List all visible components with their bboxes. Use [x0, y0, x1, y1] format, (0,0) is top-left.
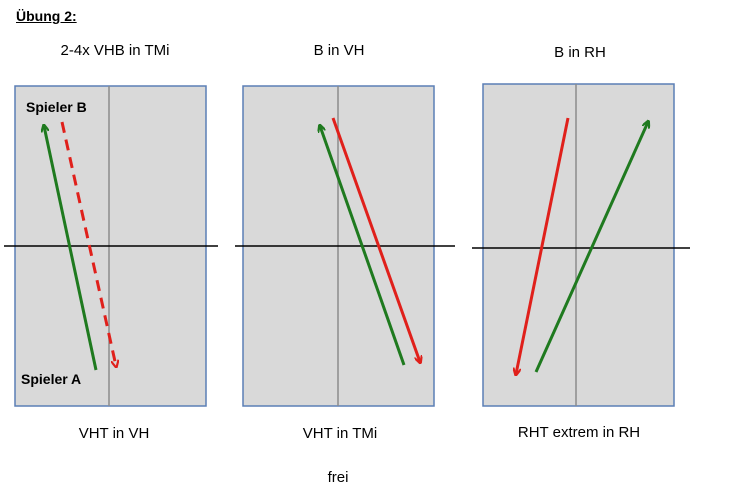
drill-3-red-arrow [516, 117, 570, 374]
table-3 [472, 83, 690, 407]
drill-1-top-label: 2-4x VHB in TMi [60, 42, 170, 59]
table-2 [235, 85, 455, 407]
drill-1-bottom-label: VHT in VH [78, 425, 150, 442]
drill-1-red-dashed-arrow [60, 121, 116, 366]
player-b-label: Spieler B [26, 99, 87, 115]
table-1 [4, 85, 218, 407]
drill-2-red-arrow [331, 117, 420, 362]
exercise-heading: Übung 2: [16, 8, 77, 24]
drill-1-green-arrow [44, 126, 98, 371]
player-a-label: Spieler A [21, 371, 82, 387]
table-3-surface [482, 83, 675, 407]
drill-2-bottom-label: VHT in TMi [302, 425, 378, 442]
drill-3-green-arrow [534, 122, 648, 373]
drill-3-top-label: B in RH [554, 44, 606, 61]
drill-2-green-arrow [320, 126, 406, 366]
drill-3-bottom-label: RHT extrem in RH [517, 424, 641, 441]
drill-2-top-label: B in VH [313, 42, 365, 59]
footer-note: frei [327, 469, 349, 486]
